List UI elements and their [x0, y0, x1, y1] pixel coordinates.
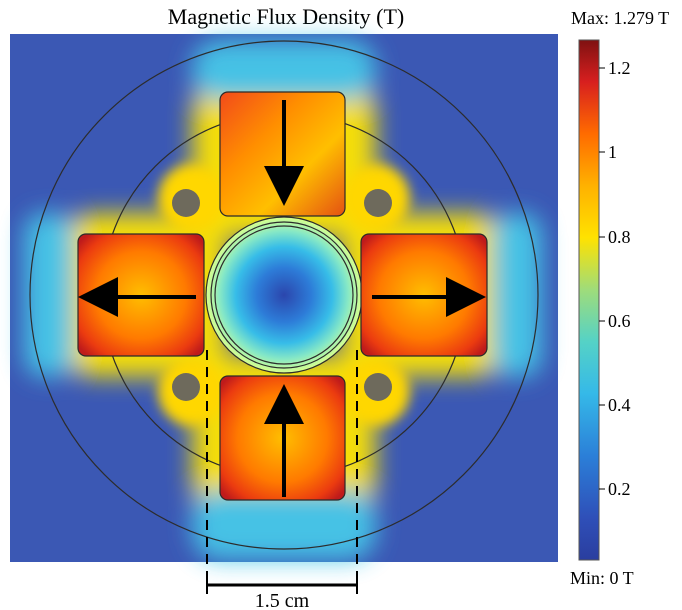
scale-bar-label: 1.5 cm [255, 590, 310, 610]
colorbar-tick-0-4: 0.4 [608, 395, 631, 415]
colorbar-tick-0-8: 0.8 [608, 227, 631, 247]
colorbar-tick-1: 1 [608, 142, 617, 162]
inner-region [205, 216, 363, 374]
colorbar-ticks [599, 67, 605, 490]
dark-spots [172, 189, 392, 401]
scale-bar: 1.5 cm [206, 350, 358, 610]
inner-circle-2 [214, 225, 354, 365]
colorbar-tick-0-2: 0.2 [608, 479, 631, 499]
outer-circle [29, 40, 539, 550]
colorbar-tick-0-6: 0.6 [608, 311, 631, 331]
colorbar-max-label: Max: 1.279 T [571, 8, 669, 28]
colorbar-tick-1-2: 1.2 [608, 58, 631, 78]
figure-title: Magnetic Flux Density (T) [168, 4, 404, 29]
colorbar-min-label: Min: 0 T [570, 568, 634, 588]
colorbar: Max: 1.279 T 1.2 1 0.8 0.6 0.4 0.2 Min: … [570, 8, 669, 588]
colorbar-gradient [578, 39, 600, 561]
inner-circle-1 [210, 221, 358, 369]
field-map [10, 34, 558, 562]
